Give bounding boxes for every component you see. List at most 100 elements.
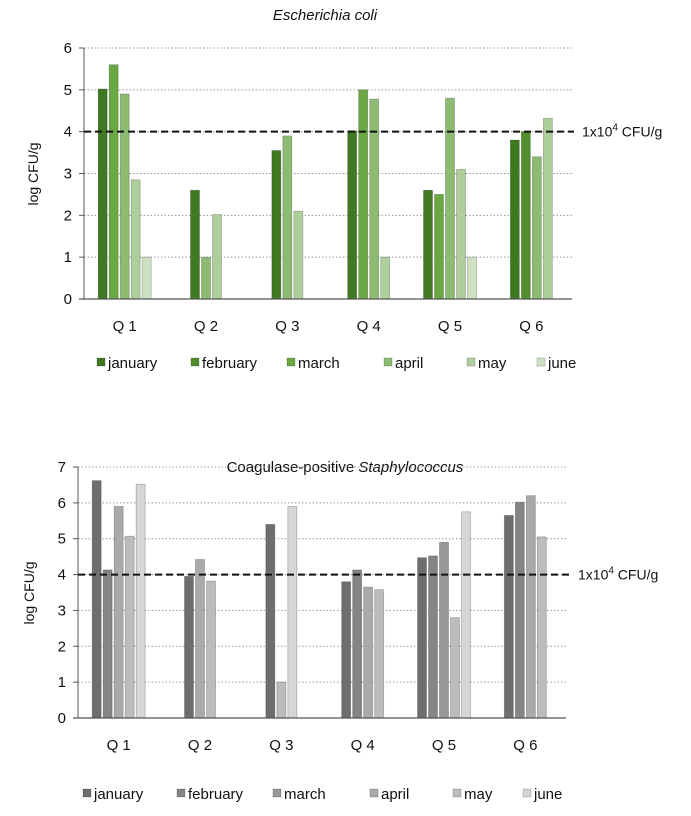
- bar-may-q2: [206, 580, 216, 719]
- category-label: Q 1: [113, 318, 137, 335]
- y-tick-label: 2: [58, 638, 66, 655]
- y-tick-label: 3: [58, 602, 66, 619]
- bar-march-q5: [434, 194, 444, 300]
- bar-may-q4: [374, 589, 385, 719]
- bar-june-q5: [461, 511, 471, 719]
- y-tick-label: 3: [64, 166, 72, 183]
- category-label: Q 3: [269, 737, 293, 754]
- legend-swatch-june: [536, 357, 546, 367]
- bar-january-q1: [91, 480, 102, 719]
- bar-april-q1: [119, 93, 130, 300]
- legend-swatch-may: [466, 357, 476, 367]
- category-label: Q 6: [519, 318, 543, 335]
- category-label: Q 6: [513, 737, 537, 754]
- legend-swatch-february: [176, 788, 186, 798]
- staphylococcus-chart: Coagulase-positive Staphylococcus log CF…: [21, 459, 658, 803]
- y-tick-label: 6: [58, 495, 66, 512]
- bar-february-q5: [428, 555, 438, 719]
- legend-label-june: june: [533, 786, 562, 803]
- bar-january-q3: [265, 523, 276, 719]
- bar-may-q1: [130, 179, 141, 300]
- bar-january-q6: [509, 139, 520, 300]
- legend-label-may: may: [478, 355, 507, 372]
- y-axis-label: log CFU/g: [25, 142, 41, 205]
- bar-april-q2: [195, 559, 205, 719]
- bar-january-q3: [271, 150, 282, 300]
- bar-january-q5: [417, 557, 427, 719]
- bar-january-q6: [503, 515, 514, 719]
- y-tick-label: 4: [58, 567, 66, 584]
- legend-label-january: january: [107, 355, 158, 372]
- bar-january-q5: [423, 189, 433, 300]
- bar-april-q2: [201, 256, 211, 300]
- bar-may-q3: [276, 681, 287, 719]
- bar-may-q3: [293, 210, 304, 300]
- bar-january-q4: [347, 130, 358, 300]
- bar-june-q3: [287, 506, 298, 719]
- legend-swatch-april: [369, 788, 379, 798]
- legend-swatch-april: [383, 357, 393, 367]
- legend-swatch-march: [272, 788, 282, 798]
- threshold-label-exponent: 4: [608, 566, 614, 577]
- legend-label-may: may: [464, 786, 493, 803]
- y-tick-label: 1: [64, 249, 72, 266]
- legend-swatch-june: [522, 788, 532, 798]
- bar-april-q1: [113, 506, 124, 719]
- threshold-label-unit: CFU/g: [614, 567, 658, 583]
- legend-label-april: april: [381, 786, 409, 803]
- bar-april-q5: [445, 97, 455, 300]
- category-label: Q 3: [275, 318, 299, 335]
- category-label: Q 5: [432, 737, 456, 754]
- category-label: Q 2: [188, 737, 212, 754]
- bar-february-q4: [352, 569, 363, 719]
- legend-swatch-march: [286, 357, 296, 367]
- bar-june-q1: [141, 256, 152, 300]
- bar-february-q6: [514, 501, 525, 719]
- bar-january-q2: [184, 575, 194, 719]
- bar-may-q2: [212, 214, 222, 300]
- bar-may-q5: [450, 617, 460, 719]
- y-tick-label: 5: [64, 82, 72, 99]
- bar-january-q4: [341, 581, 352, 719]
- category-label: Q 5: [438, 318, 462, 335]
- bar-january-q1: [97, 88, 108, 300]
- legend-label-june: june: [547, 355, 576, 372]
- legend-label-april: april: [395, 355, 423, 372]
- legend-label-march: march: [284, 786, 326, 803]
- legend-label-march: march: [298, 355, 340, 372]
- y-tick-label: 0: [58, 710, 66, 727]
- ecoli-chart: Escherichia coli log CFU/g 0 1 2 3 4 5 6 Q 1 Q 2…: [25, 7, 662, 372]
- y-tick-label: 4: [64, 124, 72, 141]
- bar-march-q4: [358, 89, 369, 300]
- bar-april-q4: [363, 586, 374, 719]
- legend-label-february: february: [202, 355, 258, 372]
- bar-april-q4: [369, 98, 380, 300]
- threshold-label-unit: CFU/g: [618, 124, 662, 140]
- bar-april-q6: [525, 495, 536, 719]
- threshold-label-exponent: 4: [612, 123, 618, 134]
- bar-march-q5: [439, 541, 449, 719]
- y-axis-label: log CFU/g: [21, 561, 37, 624]
- legend-label-february: february: [188, 786, 244, 803]
- bar-may-q5: [456, 168, 466, 300]
- threshold-label: 1x104 CFU/g: [578, 566, 658, 583]
- y-tick-label: 2: [64, 207, 72, 224]
- y-tick-label: 0: [64, 291, 72, 308]
- threshold-label: 1x104 CFU/g: [582, 123, 662, 140]
- category-label: Q 4: [351, 737, 375, 754]
- y-tick-label: 1: [58, 674, 66, 691]
- y-tick-label: 7: [58, 459, 66, 476]
- threshold-label-base: 1x10: [578, 567, 609, 583]
- bar-april-q6: [531, 156, 542, 300]
- category-label: Q 2: [194, 318, 218, 335]
- bar-june-q5: [467, 256, 477, 300]
- bar-january-q2: [190, 189, 200, 300]
- bar-june-q1: [135, 483, 146, 719]
- legend-swatch-january: [96, 357, 106, 367]
- bar-march-q1: [108, 64, 119, 300]
- bar-february-q1: [102, 569, 113, 719]
- category-label: Q 1: [107, 737, 131, 754]
- threshold-label-base: 1x10: [582, 124, 613, 140]
- chart-title: Escherichia coli: [273, 7, 378, 24]
